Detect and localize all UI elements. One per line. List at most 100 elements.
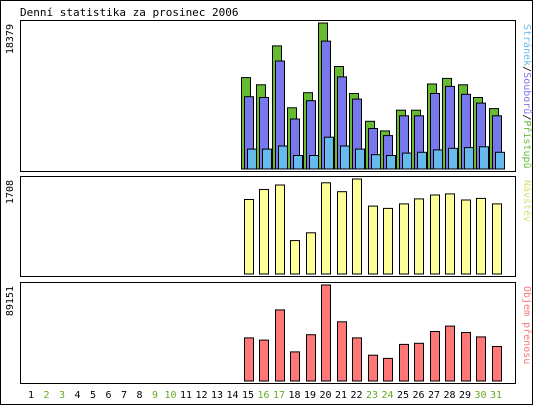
x-tick-label-3: 3 xyxy=(59,390,65,401)
x-tick-label-14: 14 xyxy=(226,390,238,401)
bar-visits-Návštěv-24 xyxy=(383,207,393,275)
chart-title: Denní statistika za prosinec 2006 xyxy=(20,6,239,19)
x-tick-label-2: 2 xyxy=(43,390,49,401)
legend-entry-traffic-4: Přístupů xyxy=(521,120,533,168)
bar-volume-Objem-přenosu-31 xyxy=(492,346,502,382)
bar-traffic-Stránek-20 xyxy=(324,136,334,170)
x-tick-label-16: 16 xyxy=(257,390,269,401)
ymax-label-volume: 89151 xyxy=(5,286,16,316)
bar-volume-Objem-přenosu-16 xyxy=(259,339,269,382)
bar-visits-Návštěv-17 xyxy=(275,184,285,275)
x-tick-label-30: 30 xyxy=(474,390,486,401)
bar-volume-Objem-přenosu-26 xyxy=(414,342,424,382)
x-tick-label-5: 5 xyxy=(90,390,96,401)
bar-traffic-Stránek-25 xyxy=(402,152,412,170)
bar-volume-Objem-přenosu-27 xyxy=(430,331,440,382)
x-tick-label-4: 4 xyxy=(74,390,80,401)
legend-entry-traffic-0: Stránek xyxy=(521,24,533,66)
bar-volume-Objem-přenosu-19 xyxy=(306,334,316,382)
x-tick-label-21: 21 xyxy=(335,390,347,401)
x-tick-label-13: 13 xyxy=(211,390,223,401)
bar-visits-Návštěv-18 xyxy=(290,240,300,275)
x-tick-label-26: 26 xyxy=(412,390,424,401)
bar-traffic-Stránek-30 xyxy=(479,146,489,170)
bar-traffic-Stránek-17 xyxy=(278,145,288,170)
ymax-label-traffic: 18379 xyxy=(5,24,16,54)
bar-volume-Objem-přenosu-17 xyxy=(275,309,285,382)
x-tick-label-25: 25 xyxy=(397,390,409,401)
legend-entry-traffic-2: Souborů xyxy=(521,72,533,114)
x-tick-label-7: 7 xyxy=(121,390,127,401)
panel-volume: 89151 Objem přenosu xyxy=(5,282,533,384)
bar-volume-Objem-přenosu-15 xyxy=(244,337,254,382)
bar-traffic-Stránek-16 xyxy=(262,148,272,170)
bar-traffic-Stránek-21 xyxy=(340,145,350,170)
bar-traffic-Stránek-19 xyxy=(309,155,319,170)
bar-traffic-Stránek-26 xyxy=(417,151,427,170)
bar-volume-Objem-přenosu-23 xyxy=(368,354,378,382)
legend-entry-volume-0: Objem přenosu xyxy=(521,286,533,364)
bar-visits-Návštěv-28 xyxy=(445,193,455,275)
bar-visits-Návštěv-25 xyxy=(399,203,409,275)
bar-traffic-Stránek-31 xyxy=(495,151,505,170)
bar-visits-Návštěv-26 xyxy=(414,198,424,275)
bar-visits-Návštěv-27 xyxy=(430,194,440,275)
bar-visits-Návštěv-16 xyxy=(259,189,269,275)
x-tick-label-11: 11 xyxy=(180,390,192,401)
bar-visits-Návštěv-20 xyxy=(321,182,331,275)
bar-volume-Objem-přenosu-25 xyxy=(399,343,409,382)
bar-volume-Objem-přenosu-21 xyxy=(337,321,347,382)
bar-traffic-Stránek-29 xyxy=(464,147,474,170)
x-tick-label-27: 27 xyxy=(428,390,440,401)
x-tick-label-17: 17 xyxy=(273,390,285,401)
bar-visits-Návštěv-31 xyxy=(492,203,502,275)
x-tick-label-28: 28 xyxy=(443,390,455,401)
x-tick-label-10: 10 xyxy=(164,390,176,401)
x-tick-label-22: 22 xyxy=(350,390,362,401)
bar-visits-Návštěv-21 xyxy=(337,191,347,275)
bar-traffic-Stránek-28 xyxy=(448,147,458,170)
bar-volume-Objem-přenosu-29 xyxy=(461,332,471,382)
x-tick-label-9: 9 xyxy=(152,390,158,401)
legend-visits: Návštěv xyxy=(521,180,533,222)
x-tick-label-23: 23 xyxy=(366,390,378,401)
bar-traffic-Stránek-23 xyxy=(371,154,381,170)
legend-entry-visits-0: Návštěv xyxy=(521,180,533,222)
x-tick-label-18: 18 xyxy=(288,390,300,401)
bar-visits-Návštěv-23 xyxy=(368,205,378,275)
x-tick-label-1: 1 xyxy=(28,390,34,401)
bar-volume-Objem-přenosu-22 xyxy=(352,337,362,382)
bar-visits-Návštěv-22 xyxy=(352,178,362,275)
panel-visits: 1708 Návštěv xyxy=(5,176,533,277)
x-tick-label-6: 6 xyxy=(105,390,111,401)
bar-traffic-Stránek-22 xyxy=(355,148,365,170)
x-tick-label-8: 8 xyxy=(136,390,142,401)
x-axis-labels: 1 2 3 4 5 6 7 8 9 10 11 12 13 14 15 16 17 18 19 20 21 22 23 24 2… xyxy=(28,390,502,401)
bar-volume-Objem-přenosu-24 xyxy=(383,357,393,382)
bar-visits-Návštěv-15 xyxy=(244,199,254,275)
bar-visits-Návštěv-19 xyxy=(306,232,316,275)
bar-volume-Objem-přenosu-18 xyxy=(290,351,300,382)
x-tick-label-15: 15 xyxy=(242,390,254,401)
legend-entry-traffic-3: / xyxy=(521,114,532,120)
bar-traffic-Stránek-27 xyxy=(433,149,443,170)
x-tick-label-20: 20 xyxy=(319,390,331,401)
bar-traffic-Stránek-18 xyxy=(293,155,303,170)
bar-volume-Objem-přenosu-28 xyxy=(445,325,455,382)
x-tick-label-31: 31 xyxy=(490,390,502,401)
bar-traffic-Stránek-24 xyxy=(386,155,396,170)
panel-traffic: 18379 Stránek/Souborů/Přístupů xyxy=(5,20,533,172)
bar-visits-Návštěv-30 xyxy=(476,197,486,275)
x-tick-label-24: 24 xyxy=(381,390,393,401)
x-tick-label-29: 29 xyxy=(459,390,471,401)
x-tick-label-12: 12 xyxy=(195,390,207,401)
x-tick-label-19: 19 xyxy=(304,390,316,401)
bar-visits-Návštěv-29 xyxy=(461,199,471,275)
legend-traffic: Stránek/Souborů/Přístupů xyxy=(521,24,533,169)
legend-entry-traffic-1: / xyxy=(521,66,532,72)
legend-volume: Objem přenosu xyxy=(521,286,533,364)
bar-traffic-Stránek-15 xyxy=(247,148,257,170)
ymax-label-visits: 1708 xyxy=(5,180,16,204)
